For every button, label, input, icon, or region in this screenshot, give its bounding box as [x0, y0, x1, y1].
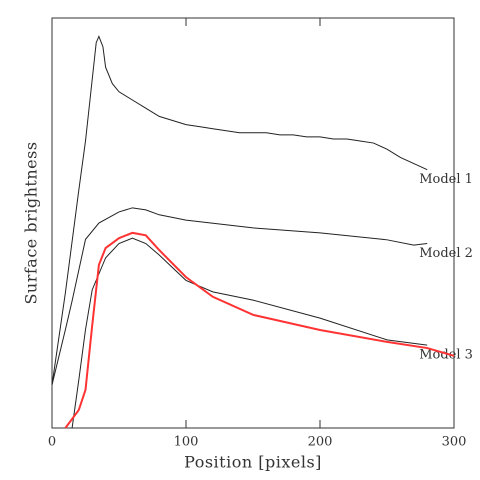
x-axis-label: Position [pixels] — [184, 453, 322, 472]
x-tick-label: 200 — [308, 435, 333, 450]
y-axis-label: Surface brightness — [22, 141, 41, 304]
x-tick-label: 0 — [48, 435, 56, 450]
series-label: Model 2 — [419, 246, 473, 261]
series-line — [71, 237, 428, 429]
series-line — [51, 35, 428, 386]
series-line — [51, 207, 428, 386]
series-label: Model 1 — [419, 172, 473, 187]
x-tick-label: 300 — [442, 435, 467, 450]
series-label: Model 3 — [419, 348, 473, 363]
series-line — [64, 231, 455, 429]
x-tick-label: 100 — [174, 435, 199, 450]
plot-frame — [51, 17, 455, 429]
